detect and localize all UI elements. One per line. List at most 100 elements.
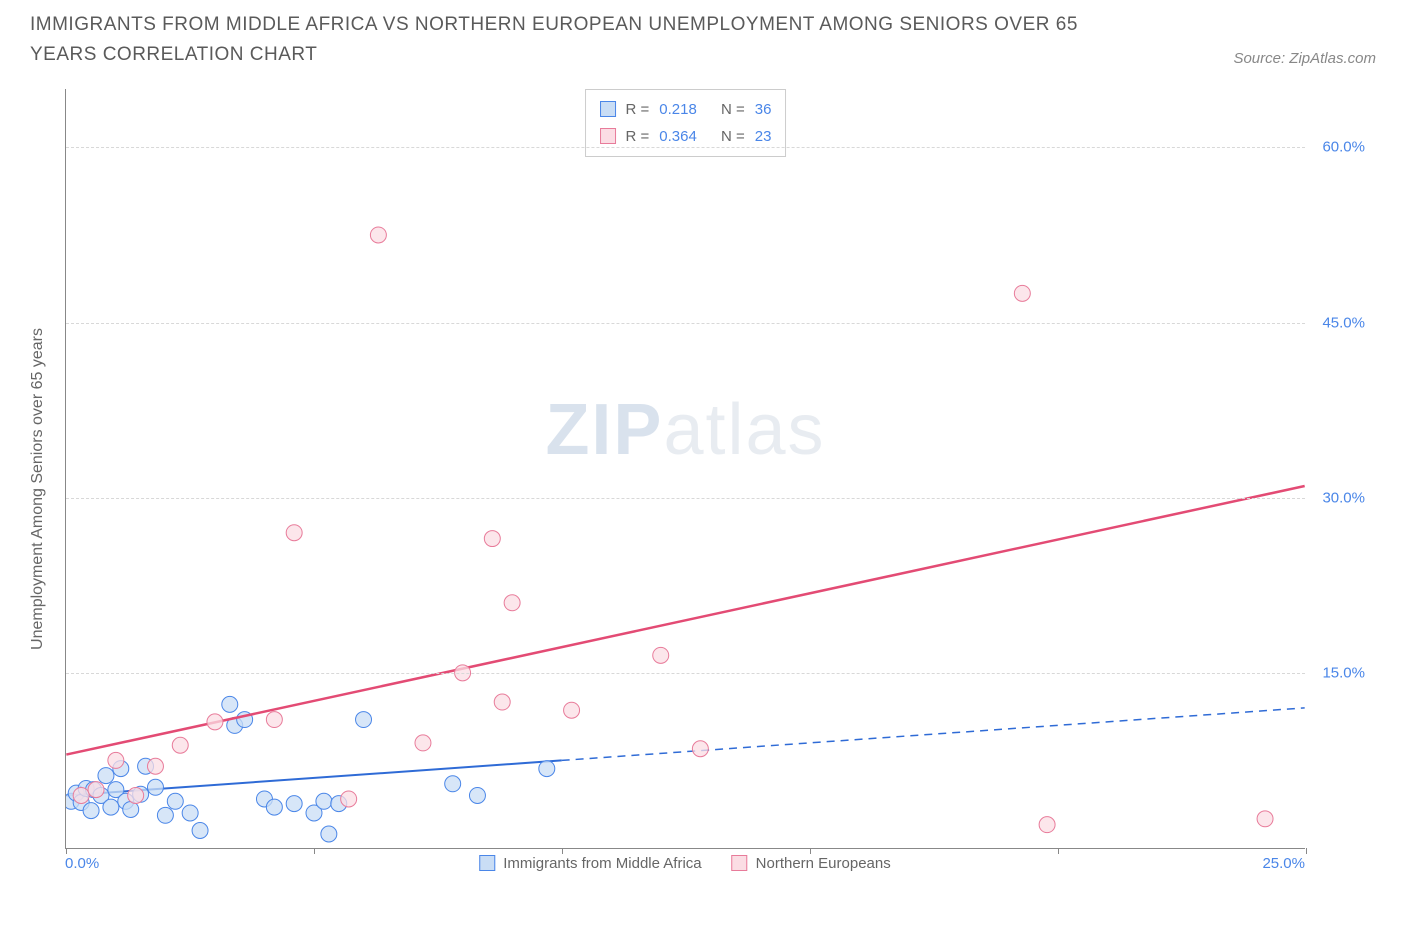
data-point — [370, 227, 386, 243]
chart-title: IMMIGRANTS FROM MIDDLE AFRICA VS NORTHER… — [30, 10, 1130, 71]
data-point — [192, 822, 208, 838]
data-point — [73, 794, 89, 810]
r-value-1: 0.218 — [659, 96, 697, 123]
data-point — [66, 793, 79, 809]
data-point — [1014, 285, 1030, 301]
legend-series-box: Immigrants from Middle Africa Northern E… — [479, 855, 890, 872]
data-point — [167, 793, 183, 809]
legend-item-1: Immigrants from Middle Africa — [479, 855, 701, 872]
data-point — [108, 752, 124, 768]
data-point — [133, 786, 149, 802]
legend-label-2: Northern Europeans — [756, 855, 891, 872]
data-point — [157, 807, 173, 823]
trend-line — [66, 486, 1304, 755]
xaxis-max-label: 25.0% — [1262, 855, 1305, 872]
data-point — [469, 787, 485, 803]
data-point — [128, 787, 144, 803]
data-point — [88, 781, 104, 797]
data-point — [286, 795, 302, 811]
data-point — [86, 781, 102, 797]
source-attribution: Source: ZipAtlas.com — [1233, 50, 1376, 71]
r-label: R = — [626, 123, 650, 150]
data-point — [341, 791, 357, 807]
watermark: ZIPatlas — [545, 389, 825, 471]
gridline — [66, 323, 1305, 324]
data-point — [692, 741, 708, 757]
data-point — [321, 826, 337, 842]
data-point — [118, 793, 134, 809]
data-point — [83, 802, 99, 818]
data-point — [237, 711, 253, 727]
data-point — [331, 795, 347, 811]
data-point — [1257, 811, 1273, 827]
gridline — [66, 498, 1305, 499]
ytick-label: 60.0% — [1322, 139, 1365, 156]
legend-stats-row-2: R = 0.364 N = 23 — [600, 123, 772, 150]
xtick-mark — [562, 848, 563, 854]
plot-area: ZIPatlas R = 0.218 N = 36 R = 0.364 — [65, 89, 1305, 849]
data-point — [504, 595, 520, 611]
n-label: N = — [721, 96, 745, 123]
data-point — [138, 758, 154, 774]
data-point — [316, 793, 332, 809]
n-label: N = — [721, 123, 745, 150]
data-point — [415, 735, 431, 751]
legend-swatch-series-1 — [600, 101, 616, 117]
ytick-label: 15.0% — [1322, 665, 1365, 682]
xaxis-row: 0.0% Immigrants from Middle Africa North… — [65, 855, 1305, 889]
xtick-mark — [810, 848, 811, 854]
data-point — [539, 760, 555, 776]
watermark-bold: ZIP — [545, 389, 663, 471]
data-point — [108, 781, 124, 797]
data-point — [147, 779, 163, 795]
data-point — [93, 787, 109, 803]
ytick-label: 45.0% — [1322, 314, 1365, 331]
data-point — [1039, 816, 1055, 832]
data-point — [494, 694, 510, 710]
r-label: R = — [626, 96, 650, 123]
chart-row: Unemployment Among Seniors over 65 years… — [10, 89, 1396, 889]
n-value-2: 23 — [755, 123, 772, 150]
data-point — [207, 714, 223, 730]
legend-swatch-2 — [732, 855, 748, 871]
data-point — [356, 711, 372, 727]
yaxis-label-column: Unemployment Among Seniors over 65 years — [10, 89, 65, 889]
data-point — [653, 647, 669, 663]
data-point — [306, 805, 322, 821]
watermark-light: atlas — [663, 389, 825, 471]
n-value-1: 36 — [755, 96, 772, 123]
ytick-label: 30.0% — [1322, 490, 1365, 507]
data-point — [147, 758, 163, 774]
legend-item-2: Northern Europeans — [732, 855, 891, 872]
data-point — [222, 696, 238, 712]
data-point — [73, 787, 89, 803]
data-point — [113, 760, 129, 776]
chart-svg-overlay — [66, 89, 1305, 848]
legend-stats-row-1: R = 0.218 N = 36 — [600, 96, 772, 123]
data-point — [564, 702, 580, 718]
data-point — [98, 767, 114, 783]
data-point — [78, 780, 94, 796]
plot-column: ZIPatlas R = 0.218 N = 36 R = 0.364 — [65, 89, 1326, 889]
r-value-2: 0.364 — [659, 123, 697, 150]
legend-swatch-series-2 — [600, 128, 616, 144]
header-row: IMMIGRANTS FROM MIDDLE AFRICA VS NORTHER… — [10, 10, 1396, 79]
data-point — [445, 776, 461, 792]
data-point — [172, 737, 188, 753]
xtick-mark — [1058, 848, 1059, 854]
data-point — [103, 799, 119, 815]
data-point — [227, 717, 243, 733]
xtick-mark — [66, 848, 67, 854]
data-point — [266, 711, 282, 727]
data-point — [286, 525, 302, 541]
data-point — [123, 801, 139, 817]
xaxis-min-label: 0.0% — [65, 855, 99, 872]
trend-line — [66, 760, 561, 795]
chart-container: IMMIGRANTS FROM MIDDLE AFRICA VS NORTHER… — [10, 10, 1396, 889]
legend-label-1: Immigrants from Middle Africa — [503, 855, 701, 872]
legend-swatch-1 — [479, 855, 495, 871]
xtick-mark — [314, 848, 315, 854]
trend-line-extrapolated — [562, 708, 1305, 761]
data-point — [182, 805, 198, 821]
data-point — [266, 799, 282, 815]
